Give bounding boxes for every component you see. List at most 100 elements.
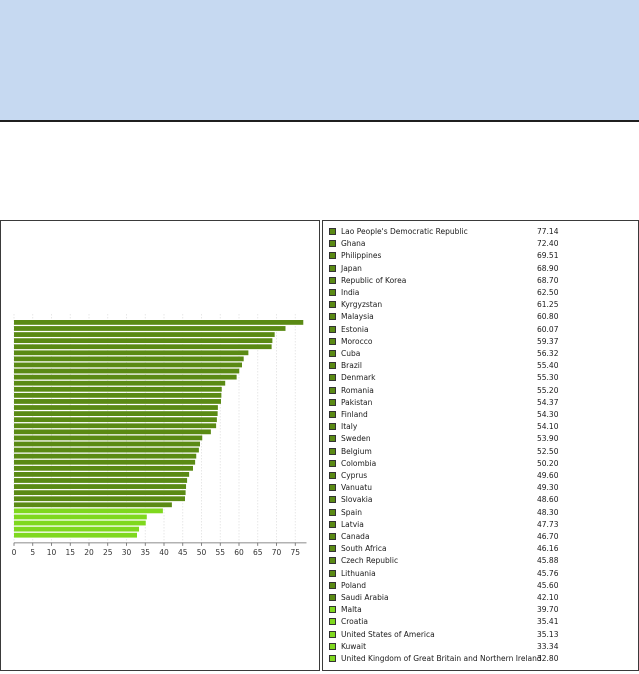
legend-swatch	[329, 472, 336, 479]
legend-item: India 62.50	[329, 287, 629, 299]
bar	[14, 332, 275, 337]
legend-item: Italy 54.10	[329, 421, 629, 433]
legend-swatch	[329, 545, 336, 553]
legend-item: Brazil 55.40	[329, 360, 629, 372]
legend-value: 55.20	[537, 385, 559, 395]
legend-item: Vanuatu 49.30	[329, 482, 629, 494]
bar	[14, 532, 137, 538]
x-tick-label: 5	[30, 548, 35, 557]
legend-swatch	[329, 325, 336, 333]
legend-label: Belgium	[341, 446, 372, 456]
legend-swatch	[329, 228, 336, 235]
legend-swatch	[329, 508, 336, 516]
bar	[14, 399, 221, 404]
legend-label: Japan	[341, 263, 362, 273]
legend-value: 35.41	[537, 617, 559, 627]
legend-label: Morocco	[341, 336, 373, 346]
x-tick-label: 10	[47, 548, 57, 557]
legend-item: Croatia 35.41	[329, 616, 629, 628]
legend-swatch	[329, 655, 336, 662]
legend-swatch	[329, 301, 336, 309]
legend-value: 68.90	[537, 263, 559, 273]
legend-value: 42.10	[537, 593, 559, 602]
legend-item: United Kingdom of Great Britain and Nort…	[329, 653, 629, 665]
bar	[14, 320, 304, 325]
legend-swatch	[329, 520, 336, 528]
legend-value: 48.30	[537, 507, 559, 517]
bar	[14, 344, 272, 350]
legend-value: 53.90	[537, 434, 559, 444]
x-tick-label: 75	[290, 548, 300, 557]
legend-value: 46.70	[537, 532, 559, 541]
x-tick-label: 0	[12, 548, 17, 557]
bar	[14, 368, 240, 374]
legend-panel: Lao People's Democratic Republic 77.14 Gha…	[322, 220, 639, 671]
legend-value: 32.80	[537, 654, 559, 663]
legend-label: Malaysia	[341, 312, 374, 322]
x-tick-label: 20	[84, 548, 94, 557]
legend-label: Romania	[341, 385, 374, 395]
bar	[14, 423, 217, 429]
legend-swatch	[329, 386, 336, 394]
legend-item: Finland 54.30	[329, 409, 629, 421]
legend-item: Czech Republic 45.88	[329, 555, 629, 567]
x-tick-label: 25	[103, 548, 113, 557]
legend-label: Brazil	[341, 361, 362, 371]
legend-item: Cuba 56.32	[329, 348, 629, 360]
legend-label: Philippines	[341, 251, 382, 261]
legend-swatch	[329, 313, 336, 321]
bar	[14, 459, 196, 465]
legend-item: Romania 55.20	[329, 385, 629, 397]
legend-item: Philippines 69.51	[329, 250, 629, 262]
bar	[14, 447, 199, 453]
legend-value: 49.30	[537, 483, 559, 493]
legend-item: Republic of Korea 68.70	[329, 275, 629, 287]
legend-label: Pakistan	[341, 397, 373, 407]
bar	[14, 374, 237, 380]
legend-value: 50.20	[537, 458, 559, 468]
legend-swatch	[329, 374, 336, 382]
x-axis: 0 5 10 15 20 25 30 35 40 45 50 55 60 65 70 75	[12, 542, 307, 557]
legend-swatch	[329, 447, 336, 455]
legend-item: Denmark 55.30	[329, 372, 629, 384]
legend-swatch	[329, 496, 336, 504]
legend-label: Kuwait	[341, 641, 367, 651]
legend-label: Saudi Arabia	[341, 593, 389, 602]
legend-value: 39.70	[537, 605, 559, 615]
legend-swatch	[329, 618, 336, 626]
legend-swatch	[329, 459, 336, 467]
bar	[14, 380, 226, 386]
bar	[14, 508, 163, 514]
x-tick-label: 65	[253, 548, 263, 557]
x-tick-label: 35	[140, 548, 150, 557]
bar	[14, 435, 203, 441]
legend-item: Japan 68.90	[329, 263, 629, 275]
legend-label: Cyprus	[341, 471, 368, 480]
legend-value: 33.34	[537, 641, 559, 651]
bar	[14, 520, 146, 526]
legend-swatch	[329, 337, 336, 345]
legend-swatch	[329, 350, 336, 357]
legend-item: Sweden 53.90	[329, 433, 629, 445]
legend-label: Lao People's Democratic Republic	[341, 227, 468, 236]
legend-swatch	[329, 289, 336, 296]
legend-label: Canada	[341, 532, 370, 541]
legend-swatch	[329, 423, 336, 431]
legend-value: 72.40	[537, 239, 559, 249]
bar	[14, 392, 222, 398]
legend-value: 60.80	[537, 312, 559, 322]
legend-label: Malta	[341, 605, 362, 615]
legend-swatch	[329, 252, 336, 260]
legend-label: Cuba	[341, 349, 361, 358]
legend-value: 55.30	[537, 373, 559, 383]
bar	[14, 514, 147, 520]
legend-label: Denmark	[341, 373, 376, 383]
legend-label: United States of America	[341, 629, 435, 639]
legend-label: Slovakia	[341, 495, 373, 505]
legend-swatch	[329, 630, 336, 638]
bar	[14, 362, 242, 368]
legend-label: Colombia	[341, 458, 377, 468]
legend-item: Pakistan 54.37	[329, 397, 629, 409]
bar	[14, 338, 273, 344]
bar	[14, 326, 286, 331]
